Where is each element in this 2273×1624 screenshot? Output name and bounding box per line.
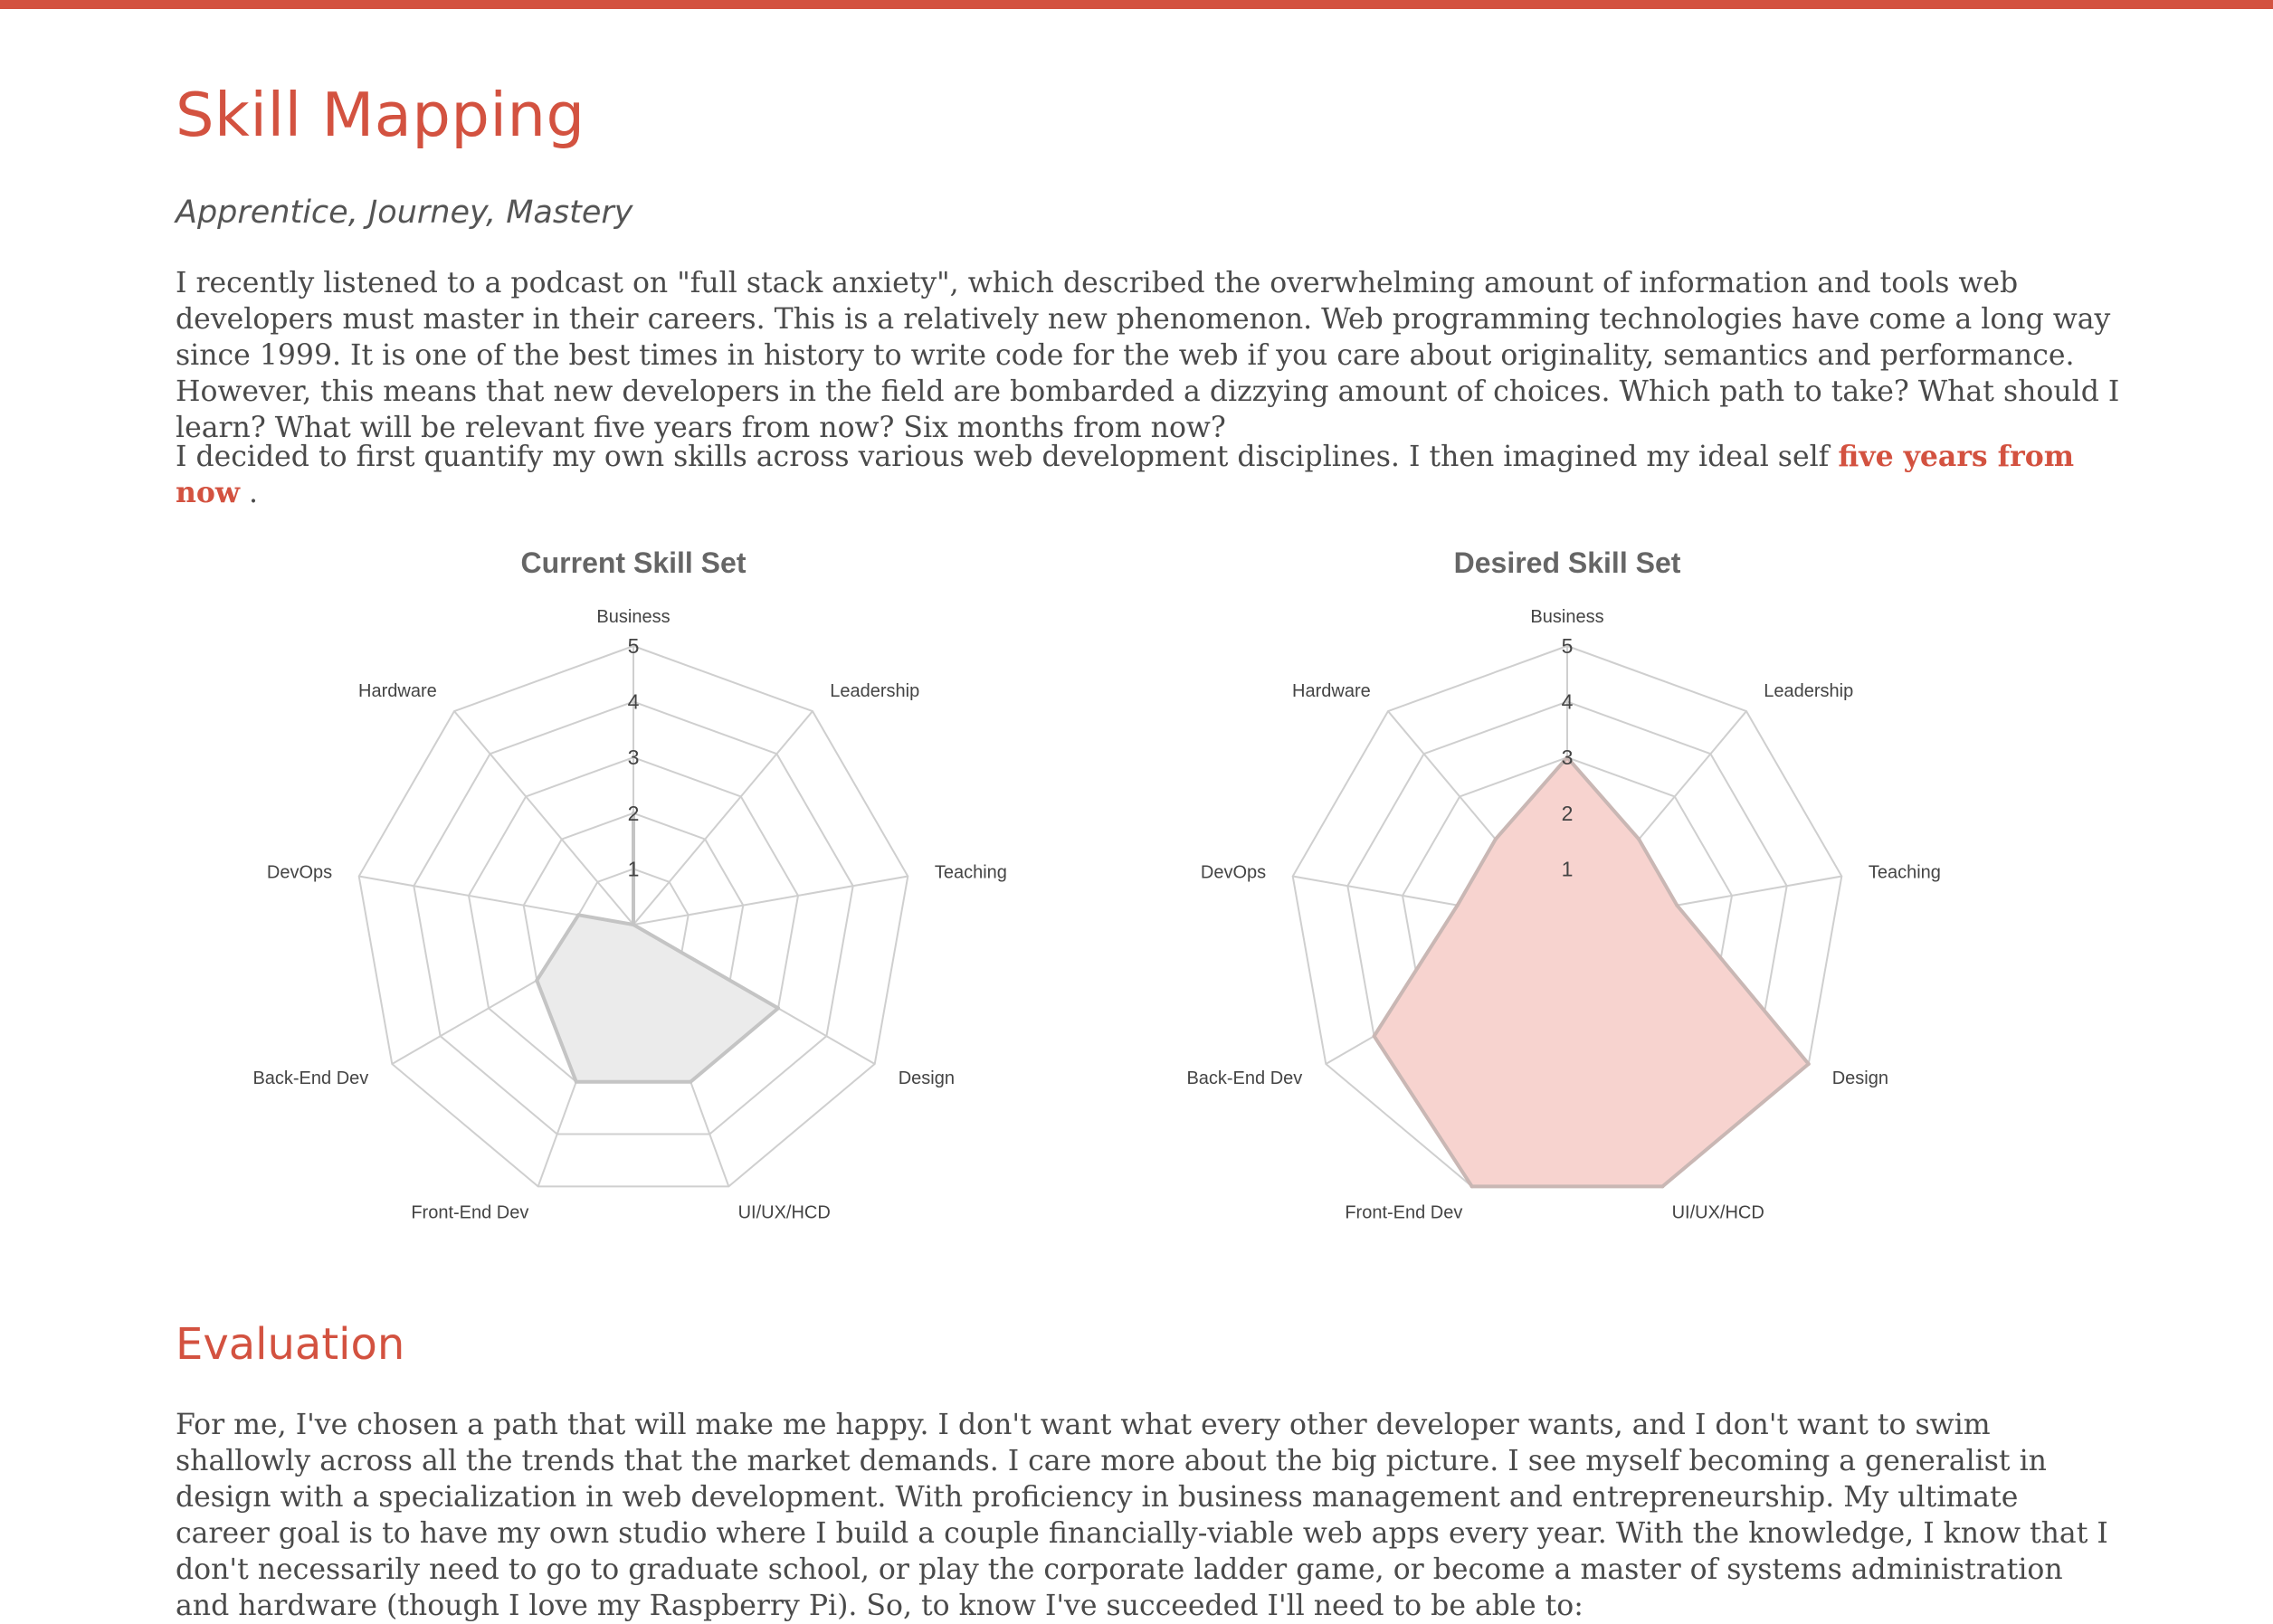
current-tick-label-2: 2 [628, 802, 640, 825]
current-axis-line-teaching [632, 875, 908, 926]
current-axis-label-ui-ux-hcd: UI/UX/HCD [738, 1203, 831, 1223]
intro-paragraph-2: I decided to first quantify my own skill… [176, 439, 2121, 511]
current-data-point-design [776, 1006, 781, 1011]
current-axis-label-leadership: Leadership [830, 681, 919, 701]
desired-axis-label-ui-ux-hcd: UI/UX/HCD [1672, 1203, 1764, 1223]
desired-tick-label-1: 1 [1562, 857, 1574, 880]
desired-axis-label-front-end-dev: Front-End Dev [1345, 1203, 1462, 1223]
current-tick-label-4: 4 [628, 690, 640, 714]
current-data-point-business [632, 811, 635, 815]
current-axis-line-leadership [632, 710, 813, 926]
desired-tick-label-5: 5 [1562, 634, 1574, 658]
current-skill-radar-svg: Current Skill Set 1 2 3 4 5 Business Leadership… [252, 546, 1007, 1223]
desired-axis-label-teaching: Teaching [1869, 862, 1941, 882]
current-tick-label-5: 5 [628, 634, 640, 658]
desired-data-point-design [1806, 1062, 1811, 1066]
desired-data-area [1372, 755, 1811, 1189]
page-title: Skill Mapping [176, 80, 585, 150]
current-grid-ring-5 [357, 644, 909, 1188]
desired-data-point-hardware [1493, 837, 1498, 841]
current-axis-label-hardware: Hardware [358, 681, 437, 701]
current-axis-label-devops: DevOps [267, 862, 332, 882]
desired-axis-label-design: Design [1832, 1068, 1888, 1088]
current-data-point-front-end-dev [574, 1079, 578, 1084]
current-data-point-back-end-dev [535, 978, 539, 983]
desired-axis-label-back-end-dev: Back-End Dev [1186, 1068, 1302, 1088]
desired-tick-label-4: 4 [1562, 690, 1574, 714]
desired-tick-label-3: 3 [1562, 746, 1574, 769]
intro-paragraph: I recently listened to a podcast on "ful… [176, 267, 2120, 444]
desired-skill-radar-chart: Desired Skill Set 1 2 3 4 5 Business Leadership… [1110, 534, 2015, 1239]
current-tick-label-3: 3 [628, 746, 640, 769]
desired-tick-label-2: 2 [1562, 802, 1574, 825]
desired-axis-label-leadership: Leadership [1764, 681, 1853, 701]
desired-data-point-back-end-dev [1372, 1034, 1376, 1039]
current-data-point-devops [576, 913, 581, 917]
evaluation-heading: Evaluation [176, 1319, 405, 1370]
current-axis-label-teaching: Teaching [935, 862, 1007, 882]
desired-data-point-teaching [1675, 903, 1679, 907]
current-axis-line-hardware [453, 710, 634, 926]
current-tick-label-1: 1 [628, 857, 640, 880]
current-axis-label-design: Design [899, 1068, 955, 1088]
desired-data-point-leadership [1637, 837, 1641, 841]
desired-data-point-devops [1455, 903, 1460, 907]
evaluation-paragraph: For me, I've chosen a path that will mak… [176, 1409, 2108, 1622]
desired-axis-label-hardware: Hardware [1292, 681, 1371, 701]
current-data-point-ui-ux-hcd [689, 1079, 693, 1084]
desired-chart-title: Desired Skill Set [1454, 546, 1681, 579]
desired-data-point-ui-ux-hcd [1660, 1184, 1665, 1189]
top-accent-bar [0, 0, 2273, 9]
desired-data-point-front-end-dev [1469, 1184, 1474, 1189]
current-axis-label-back-end-dev: Back-End Dev [252, 1068, 368, 1088]
intro-text-end: . [240, 477, 259, 509]
current-axis-label-front-end-dev: Front-End Dev [411, 1203, 528, 1223]
current-data-point-hardware [632, 923, 635, 926]
five-years-link[interactable]: five years from now [176, 440, 2075, 509]
current-grid-ring-4 [413, 700, 854, 1135]
intro-text: I decided to first quantify my own skill… [176, 441, 1839, 473]
current-skill-radar-chart: Current Skill Set 1 2 3 4 5 Business Leadership… [176, 534, 1081, 1239]
desired-axis-label-devops: DevOps [1201, 862, 1266, 882]
desired-skill-radar-svg: Desired Skill Set 1 2 3 4 5 Business Leadership… [1186, 546, 1941, 1223]
desired-axis-label-business: Business [1530, 607, 1603, 627]
page-subtitle: Apprentice, Journey, Mastery [176, 195, 633, 231]
current-chart-title: Current Skill Set [521, 546, 747, 579]
current-axis-label-business: Business [596, 607, 670, 627]
desired-data-point-business [1565, 755, 1569, 760]
